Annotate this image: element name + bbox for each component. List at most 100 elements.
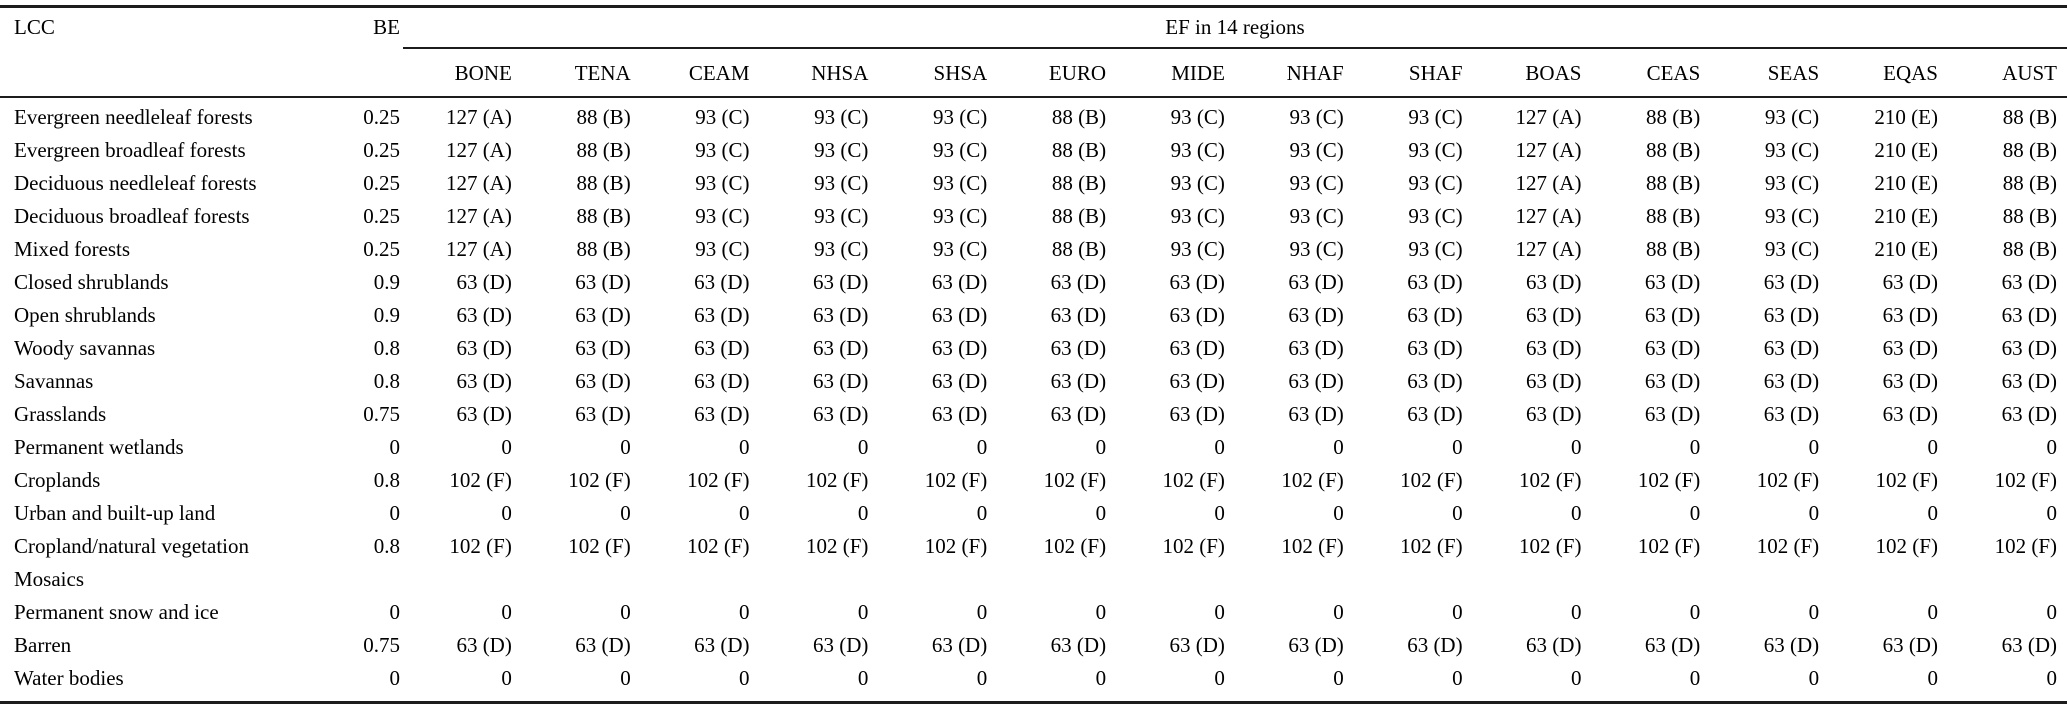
table-row: Closed shrublands 0.9 63 (D) 63 (D) 63 (D) 63…	[0, 266, 2067, 299]
ef-value-cell: 0	[1333, 666, 1344, 690]
ef-value-cell: 0	[620, 600, 631, 624]
ef-value-cell: 63 (D)	[931, 633, 988, 657]
ef-value-cell: 127 (A)	[445, 171, 512, 195]
lcc-cell: Evergreen needleleaf forests	[14, 105, 253, 129]
ef-value-cell: 63 (D)	[812, 633, 869, 657]
ef-value-cell: 63 (D)	[575, 633, 631, 657]
be-cell: 0.8	[373, 369, 400, 393]
ef-value-cell: 88 (B)	[1051, 138, 1107, 162]
ef-value-cell: 63 (D)	[1644, 270, 1701, 294]
ef-value-cell: 93 (C)	[1764, 237, 1820, 261]
ef-value-cell: 93 (C)	[1764, 204, 1820, 228]
ef-value-cell: 63 (D)	[694, 336, 750, 360]
ef-value-cell: 127 (A)	[1515, 204, 1582, 228]
ef-value-cell: 88 (B)	[576, 171, 631, 195]
ef-value-cell: 63 (D)	[931, 270, 988, 294]
be-cell: 0.25	[363, 171, 400, 195]
be-cell: 0	[389, 600, 401, 624]
ef-value-cell: 0	[1452, 666, 1463, 690]
ef-value-cell: 0	[2046, 435, 2058, 459]
table-row: Open shrublands 0.9 63 (D) 63 (D) 63 (D) 63 (…	[0, 299, 2067, 332]
ef-value-cell: 0	[1808, 600, 1820, 624]
table-row: Savannas 0.8 63 (D) 63 (D) 63 (D) 63 (D) 63 (D…	[0, 365, 2067, 398]
ef-value-cell: 0	[1927, 501, 1938, 525]
ef-value-cell: 0	[976, 666, 988, 690]
ef-value-cell: 93 (C)	[814, 204, 869, 228]
region-header-eqas: EQAS	[1829, 48, 1948, 98]
ef-value-cell: 63 (D)	[1882, 336, 1938, 360]
region-header-shaf: SHAF	[1353, 48, 1473, 98]
ef-value-cell: 0	[739, 666, 750, 690]
ef-value-cell: 63 (D)	[1050, 369, 1107, 393]
ef-value-cell: 63 (D)	[1644, 303, 1701, 327]
ef-value-cell: 0	[857, 435, 869, 459]
ef-value-cell: 102 (F)	[805, 534, 869, 558]
lcc-cell: Deciduous needleleaf forests	[14, 171, 257, 195]
ef-value-cell: 93 (C)	[932, 204, 988, 228]
ef-value-cell: 0	[1927, 600, 1938, 624]
ef-value-cell: 0	[1452, 600, 1463, 624]
lcc-cell: Permanent wetlands	[14, 435, 184, 459]
ef-value-cell: 88 (B)	[2002, 204, 2057, 228]
ef-value-cell: 63 (D)	[1763, 402, 1820, 426]
ef-value-cell: 0	[976, 435, 988, 459]
ef-regions-span-header: EF in 14 regions	[403, 6, 2067, 49]
ef-value-cell: 63 (D)	[1288, 369, 1344, 393]
ef-value-cell: 93 (C)	[814, 237, 869, 261]
ef-value-cell: 93 (C)	[1170, 204, 1225, 228]
ef-value-cell: 0	[1333, 435, 1344, 459]
be-cell: 0.25	[363, 105, 400, 129]
ef-value-cell: 88 (B)	[2002, 237, 2057, 261]
table-row: Permanent snow and ice 0 0 0 0 0 0 0 0 0 0 0 0 0 0 0	[0, 596, 2067, 629]
ef-value-cell: 0	[1214, 600, 1225, 624]
ef-value-cell: 102 (F)	[1756, 534, 1820, 558]
ef-value-cell: 63 (D)	[1526, 633, 1582, 657]
region-header-boas: BOAS	[1472, 48, 1592, 98]
ef-value-cell: 63 (D)	[2001, 633, 2057, 657]
ef-value-cell: 63 (D)	[1526, 369, 1582, 393]
table-row: Croplands 0.8 102 (F) 102 (F) 102 (F) 102 (F)…	[0, 464, 2067, 497]
ef-value-cell: 102 (F)	[1281, 534, 1344, 558]
ef-value-cell: 63 (D)	[456, 369, 512, 393]
ef-value-cell: 0	[1452, 501, 1463, 525]
ef-value-cell: 63 (D)	[2001, 270, 2057, 294]
ef-value-cell: 93 (C)	[695, 105, 750, 129]
ef-value-cell: 102 (F)	[687, 534, 750, 558]
ef-value-cell: 93 (C)	[1170, 138, 1225, 162]
ef-value-cell: 93 (C)	[1408, 138, 1463, 162]
region-header-tena: TENA	[521, 48, 641, 98]
ef-value-cell: 0	[1808, 501, 1820, 525]
ef-value-cell: 63 (D)	[812, 303, 869, 327]
ef-value-cell: 93 (C)	[695, 138, 750, 162]
lcc-cell: Woody savannas	[14, 336, 156, 360]
ef-value-cell: 63 (D)	[1169, 369, 1225, 393]
ef-value-cell: 63 (D)	[694, 402, 750, 426]
ef-value-cell: 102 (F)	[805, 468, 869, 492]
ef-value-cell: 102 (F)	[1162, 468, 1225, 492]
region-header-ceas: CEAS	[1591, 48, 1711, 98]
ef-value-cell: 0	[739, 501, 750, 525]
ef-value-cell: 63 (D)	[694, 303, 750, 327]
region-header-nhsa: NHSA	[759, 48, 879, 98]
ef-value-cell: 0	[1689, 435, 1701, 459]
be-cell: 0	[389, 435, 401, 459]
ef-value-cell: 93 (C)	[1289, 237, 1344, 261]
ef-value-cell: 127 (A)	[1515, 138, 1582, 162]
region-header-ceam: CEAM	[640, 48, 760, 98]
ef-value-cell: 0	[1570, 435, 1582, 459]
ef-value-cell: 102 (F)	[924, 534, 988, 558]
table-row: Water bodies 0 0 0 0 0 0 0 0 0 0 0 0 0 0 0	[0, 662, 2067, 703]
ef-value-cell: 93 (C)	[1170, 105, 1225, 129]
ef-value-cell: 63 (D)	[1407, 270, 1463, 294]
ef-value-cell: 210 (E)	[1874, 204, 1938, 228]
ef-value-cell: 63 (D)	[1407, 633, 1463, 657]
ef-value-cell: 63 (D)	[2001, 303, 2057, 327]
lcc-column-header: LCC	[0, 6, 285, 98]
ef-value-cell: 0	[1808, 666, 1820, 690]
ef-value-cell: 102 (F)	[1281, 468, 1344, 492]
ef-value-cell: 0	[739, 600, 750, 624]
ef-value-cell: 93 (C)	[1764, 138, 1820, 162]
ef-value-cell: 63 (D)	[1882, 369, 1938, 393]
table-row: Evergreen broadleaf forests 0.25 127 (A) 88…	[0, 134, 2067, 167]
ef-value-cell: 63 (D)	[1882, 402, 1938, 426]
